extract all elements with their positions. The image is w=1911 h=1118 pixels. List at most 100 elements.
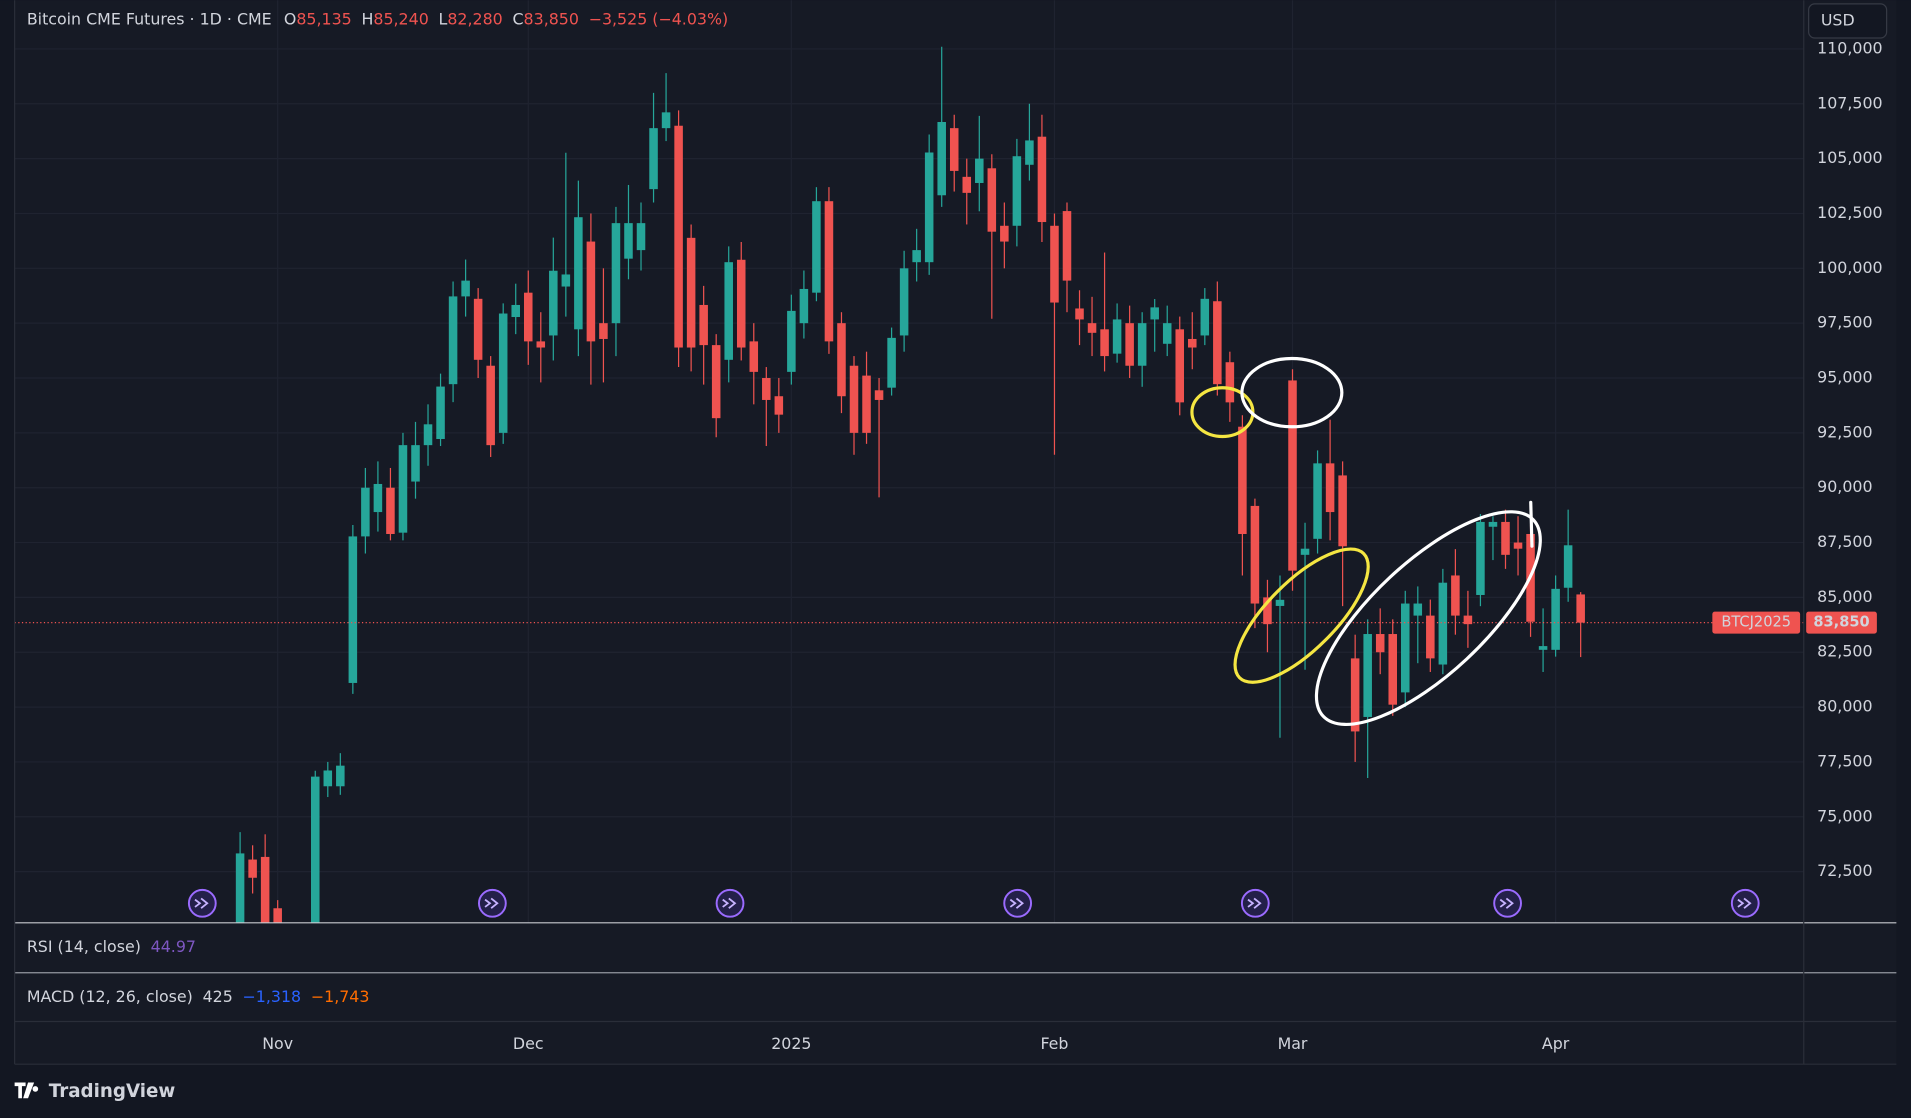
overlay: BTCJ2025 83,850 bbox=[14, 611, 1877, 918]
candle-body bbox=[949, 128, 959, 171]
candle-body bbox=[1363, 634, 1372, 717]
candle-body bbox=[1401, 603, 1410, 693]
event-marker[interactable] bbox=[1003, 888, 1033, 918]
x-tick-label: Mar bbox=[1278, 1034, 1308, 1053]
candle-body bbox=[1451, 575, 1460, 616]
candle-body bbox=[1062, 211, 1072, 281]
y-tick-label: 77,500 bbox=[1817, 751, 1872, 770]
chart-area bbox=[14, 0, 1897, 1065]
y-tick-label: 87,500 bbox=[1817, 532, 1872, 551]
candle-body bbox=[812, 201, 821, 293]
y-tick-label: 75,000 bbox=[1817, 806, 1872, 825]
candle-body bbox=[837, 323, 846, 397]
legend-header: Bitcoin CME Futures · 1D · CME O85,135 H85… bbox=[27, 9, 728, 28]
candle-body bbox=[1025, 140, 1034, 165]
candle-body bbox=[924, 152, 934, 263]
candle-body bbox=[398, 445, 408, 533]
candle-body bbox=[699, 304, 708, 346]
symbol-title: Bitcoin CME Futures · 1D · CME bbox=[27, 9, 272, 28]
candle-body bbox=[1263, 597, 1272, 625]
candle-body bbox=[311, 776, 320, 923]
candle-body bbox=[799, 288, 809, 324]
macd-signal: −1,318 bbox=[243, 987, 302, 1006]
candle-body bbox=[1476, 521, 1485, 595]
ohlc-key: H bbox=[361, 9, 373, 28]
candle-body bbox=[1225, 362, 1235, 403]
candle-body bbox=[1188, 338, 1197, 348]
change: −3,525 (−4.03%) bbox=[589, 9, 729, 28]
macd-legend: MACD (12, 26, close) 425 −1,318 −1,743 bbox=[27, 987, 370, 1006]
y-tick-label: 102,500 bbox=[1817, 203, 1882, 222]
event-marker[interactable] bbox=[477, 888, 507, 918]
y-tick-label: 100,000 bbox=[1817, 258, 1882, 277]
candle-body bbox=[874, 390, 884, 400]
candle-body bbox=[1538, 646, 1548, 650]
candle-body bbox=[1313, 463, 1322, 539]
y-tick-label: 95,000 bbox=[1817, 368, 1872, 387]
candle-body bbox=[486, 365, 495, 446]
y-tick-label: 107,500 bbox=[1817, 93, 1882, 112]
candle-body bbox=[1012, 156, 1022, 226]
candle-body bbox=[887, 337, 896, 388]
macd-histogram: −1,743 bbox=[311, 987, 370, 1006]
brand-logo[interactable]: TradingView bbox=[14, 1081, 176, 1102]
candle-body bbox=[975, 158, 984, 183]
candle-body bbox=[511, 304, 520, 318]
event-marker-icon bbox=[1499, 897, 1514, 909]
candle-body bbox=[1375, 634, 1385, 653]
y-tick-label: 82,500 bbox=[1817, 642, 1872, 661]
candle-body bbox=[373, 483, 383, 513]
event-marker[interactable] bbox=[1240, 888, 1270, 918]
event-marker[interactable] bbox=[187, 888, 217, 918]
candle-body bbox=[736, 259, 746, 348]
currency-button[interactable] bbox=[1808, 3, 1888, 39]
y-tick-label: 72,500 bbox=[1817, 861, 1872, 880]
candle-body bbox=[1413, 603, 1423, 616]
candle-body bbox=[1050, 225, 1059, 303]
candle-body bbox=[448, 296, 458, 385]
currency-label[interactable]: USD bbox=[1821, 10, 1855, 29]
x-tick-label: Feb bbox=[1040, 1034, 1068, 1053]
candle-body bbox=[248, 859, 257, 878]
candle-body bbox=[436, 386, 445, 440]
candle-body bbox=[549, 270, 558, 336]
candle-body bbox=[1150, 307, 1159, 320]
candle-body bbox=[937, 122, 946, 196]
macd-value: 425 bbox=[203, 987, 233, 1006]
event-marker[interactable] bbox=[1730, 888, 1760, 918]
candle-body bbox=[1463, 615, 1473, 625]
candle-body bbox=[624, 223, 633, 259]
candle-body bbox=[1438, 582, 1448, 665]
y-tick-label: 90,000 bbox=[1817, 477, 1872, 496]
candle-body bbox=[348, 536, 358, 683]
candle-body bbox=[561, 274, 571, 287]
candle-body bbox=[862, 375, 871, 433]
candle-body bbox=[523, 292, 533, 342]
annotation-stroke bbox=[1529, 500, 1534, 548]
candle-body bbox=[849, 365, 859, 433]
candle-body bbox=[749, 341, 759, 372]
candle-body bbox=[1250, 505, 1260, 604]
annotation-circle bbox=[1233, 547, 1370, 684]
candle-body bbox=[987, 168, 997, 232]
candle-body bbox=[574, 217, 583, 330]
candle-body bbox=[661, 112, 671, 129]
candle-body bbox=[1075, 308, 1084, 320]
candle-body bbox=[1300, 548, 1310, 555]
x-tick-label: 2025 bbox=[771, 1034, 811, 1053]
y-tick-label: 105,000 bbox=[1817, 148, 1882, 167]
candle-body bbox=[461, 280, 470, 297]
candle-body bbox=[774, 396, 784, 415]
ohlc-value: 85,240 bbox=[373, 9, 428, 28]
event-marker[interactable] bbox=[1493, 888, 1522, 918]
candle-body bbox=[649, 128, 658, 190]
annotation-circle bbox=[1314, 510, 1542, 726]
candle-body bbox=[1162, 323, 1172, 344]
candle-body bbox=[1037, 136, 1047, 223]
event-marker[interactable] bbox=[715, 888, 745, 918]
brand-name: TradingView bbox=[49, 1081, 176, 1102]
candle-body bbox=[361, 487, 370, 537]
candle-body bbox=[824, 201, 834, 342]
candle-body bbox=[599, 323, 608, 339]
